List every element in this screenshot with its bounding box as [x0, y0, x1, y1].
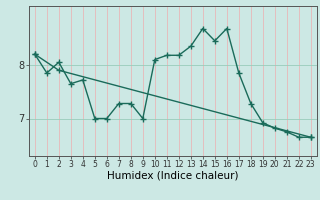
X-axis label: Humidex (Indice chaleur): Humidex (Indice chaleur): [107, 171, 238, 181]
